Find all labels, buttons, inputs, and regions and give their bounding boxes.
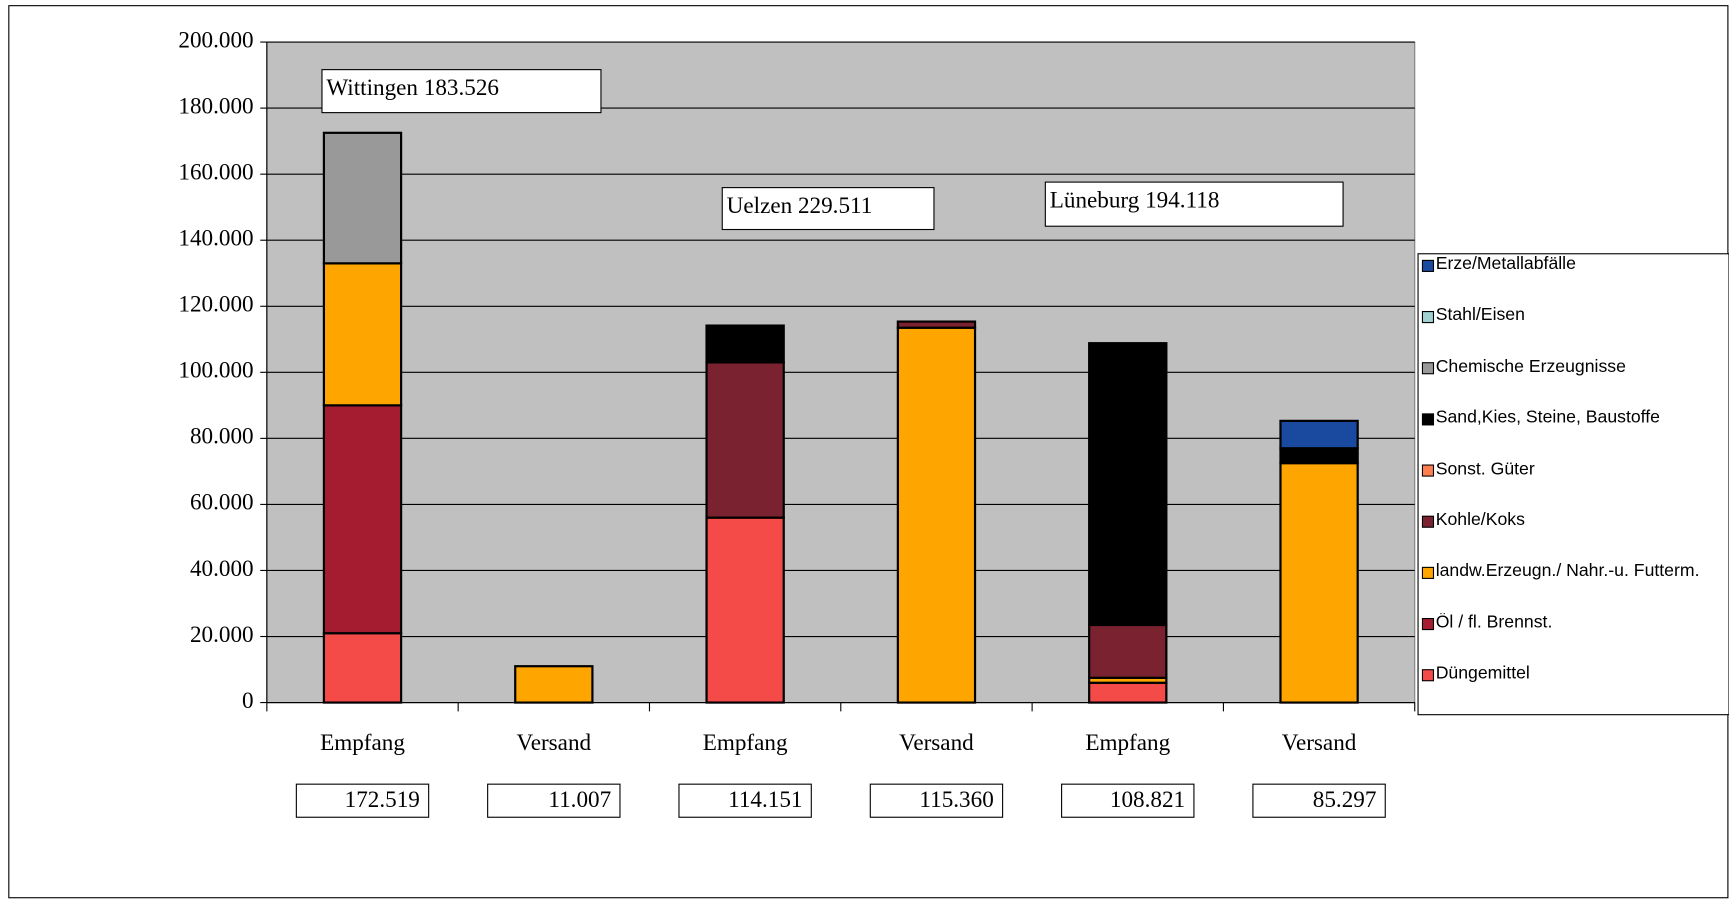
- x-tick-label: Versand: [1282, 730, 1357, 756]
- total-box: [295, 783, 430, 818]
- total-label: 114.151: [728, 787, 802, 813]
- y-tick-label: 180.000: [178, 93, 253, 119]
- legend-entry: Sonst. Güter: [1435, 459, 1535, 479]
- legend-label: Chemische Erzeugnisse: [1435, 357, 1626, 376]
- legend-swatch: [1421, 413, 1435, 426]
- legend-swatch: [1421, 566, 1435, 579]
- legend-entry: Chemische Erzeugnisse: [1435, 357, 1626, 376]
- total-label: 85.297: [1313, 787, 1377, 813]
- x-tick-label: Empfang: [320, 730, 405, 756]
- y-tick-label: 40.000: [190, 556, 254, 582]
- annotation-box: [721, 187, 935, 231]
- legend-entry: Düngemittel: [1435, 664, 1530, 683]
- legend-entry: landw.Erzeugn./ Nahr.-u. Futterm.: [1435, 561, 1700, 581]
- bar-segment: [1279, 447, 1359, 465]
- y-tick-label: 120.000: [178, 292, 253, 318]
- legend-swatch: [1421, 669, 1435, 682]
- legend-label: Öl / fl. Brennst.: [1435, 613, 1553, 632]
- bar-segment: [705, 361, 785, 519]
- legend-swatch: [1421, 259, 1435, 272]
- total-box: [1061, 783, 1195, 818]
- total-box: [1252, 783, 1386, 818]
- legend-box: [1417, 253, 1729, 716]
- x-tick-label: Versand: [517, 730, 592, 756]
- legend-label: Erze/Metallabfälle: [1435, 254, 1576, 274]
- annotation: Wittingen 183.526: [326, 75, 499, 101]
- bar-segment: [322, 131, 403, 265]
- legend-label: Düngemittel: [1435, 664, 1530, 683]
- annotation-box: [1044, 181, 1344, 227]
- bar-segment: [705, 516, 785, 704]
- bar-segment: [322, 262, 403, 407]
- total-box: [487, 783, 621, 818]
- legend-swatch: [1421, 311, 1435, 324]
- y-tick-label: 160.000: [178, 159, 253, 185]
- y-tick-label: 140.000: [178, 226, 253, 252]
- annotation: Lüneburg 194.118: [1050, 187, 1220, 213]
- bar-segment: [1088, 681, 1168, 704]
- annotation-box: [321, 69, 602, 114]
- y-tick-label: 60.000: [190, 490, 254, 516]
- x-tick-label: Empfang: [1085, 730, 1170, 756]
- y-tick-label: 20.000: [190, 622, 254, 648]
- legend-label: Stahl/Eisen: [1435, 306, 1525, 325]
- x-tick-label: Versand: [899, 730, 974, 756]
- total-label: 108.821: [1110, 787, 1185, 813]
- y-tick-label: 200.000: [178, 27, 253, 53]
- legend-entry: Öl / fl. Brennst.: [1435, 613, 1553, 632]
- total-box: [869, 783, 1004, 818]
- legend-entry: Sand,Kies, Steine, Baustoffe: [1435, 408, 1660, 428]
- legend-entry: Kohle/Koks: [1435, 510, 1525, 530]
- bar-segment: [896, 326, 977, 704]
- legend-label: Kohle/Koks: [1435, 510, 1525, 530]
- bar-segment: [322, 632, 403, 704]
- legend-swatch: [1421, 464, 1435, 477]
- annotation: Uelzen 229.511: [727, 193, 873, 219]
- legend-label: landw.Erzeugn./ Nahr.-u. Futterm.: [1435, 561, 1700, 581]
- total-label: 115.360: [919, 787, 993, 813]
- total-box: [678, 783, 812, 818]
- bar-segment: [322, 404, 403, 635]
- bar-segment: [705, 324, 785, 364]
- bar-segment: [896, 320, 977, 329]
- bar-segment: [1279, 419, 1359, 450]
- y-tick-label: 100.000: [178, 358, 253, 384]
- bar-segment: [514, 665, 594, 704]
- y-tick-label: 0: [242, 688, 254, 714]
- total-label: 172.519: [345, 787, 420, 813]
- total-label: 11.007: [548, 787, 611, 813]
- legend-label: Sand,Kies, Steine, Baustoffe: [1435, 408, 1660, 428]
- legend-entry: Stahl/Eisen: [1435, 306, 1525, 325]
- legend-label: Sonst. Güter: [1435, 459, 1535, 479]
- bar-segment: [1088, 623, 1168, 679]
- legend-entry: Erze/Metallabfälle: [1435, 254, 1576, 274]
- legend-swatch: [1421, 617, 1435, 631]
- bar-segment: [1088, 342, 1168, 627]
- x-tick-label: Empfang: [703, 730, 788, 756]
- legend-swatch: [1421, 362, 1435, 375]
- legend-swatch: [1421, 515, 1435, 528]
- y-tick-label: 80.000: [190, 424, 254, 450]
- bar-segment: [1279, 462, 1359, 704]
